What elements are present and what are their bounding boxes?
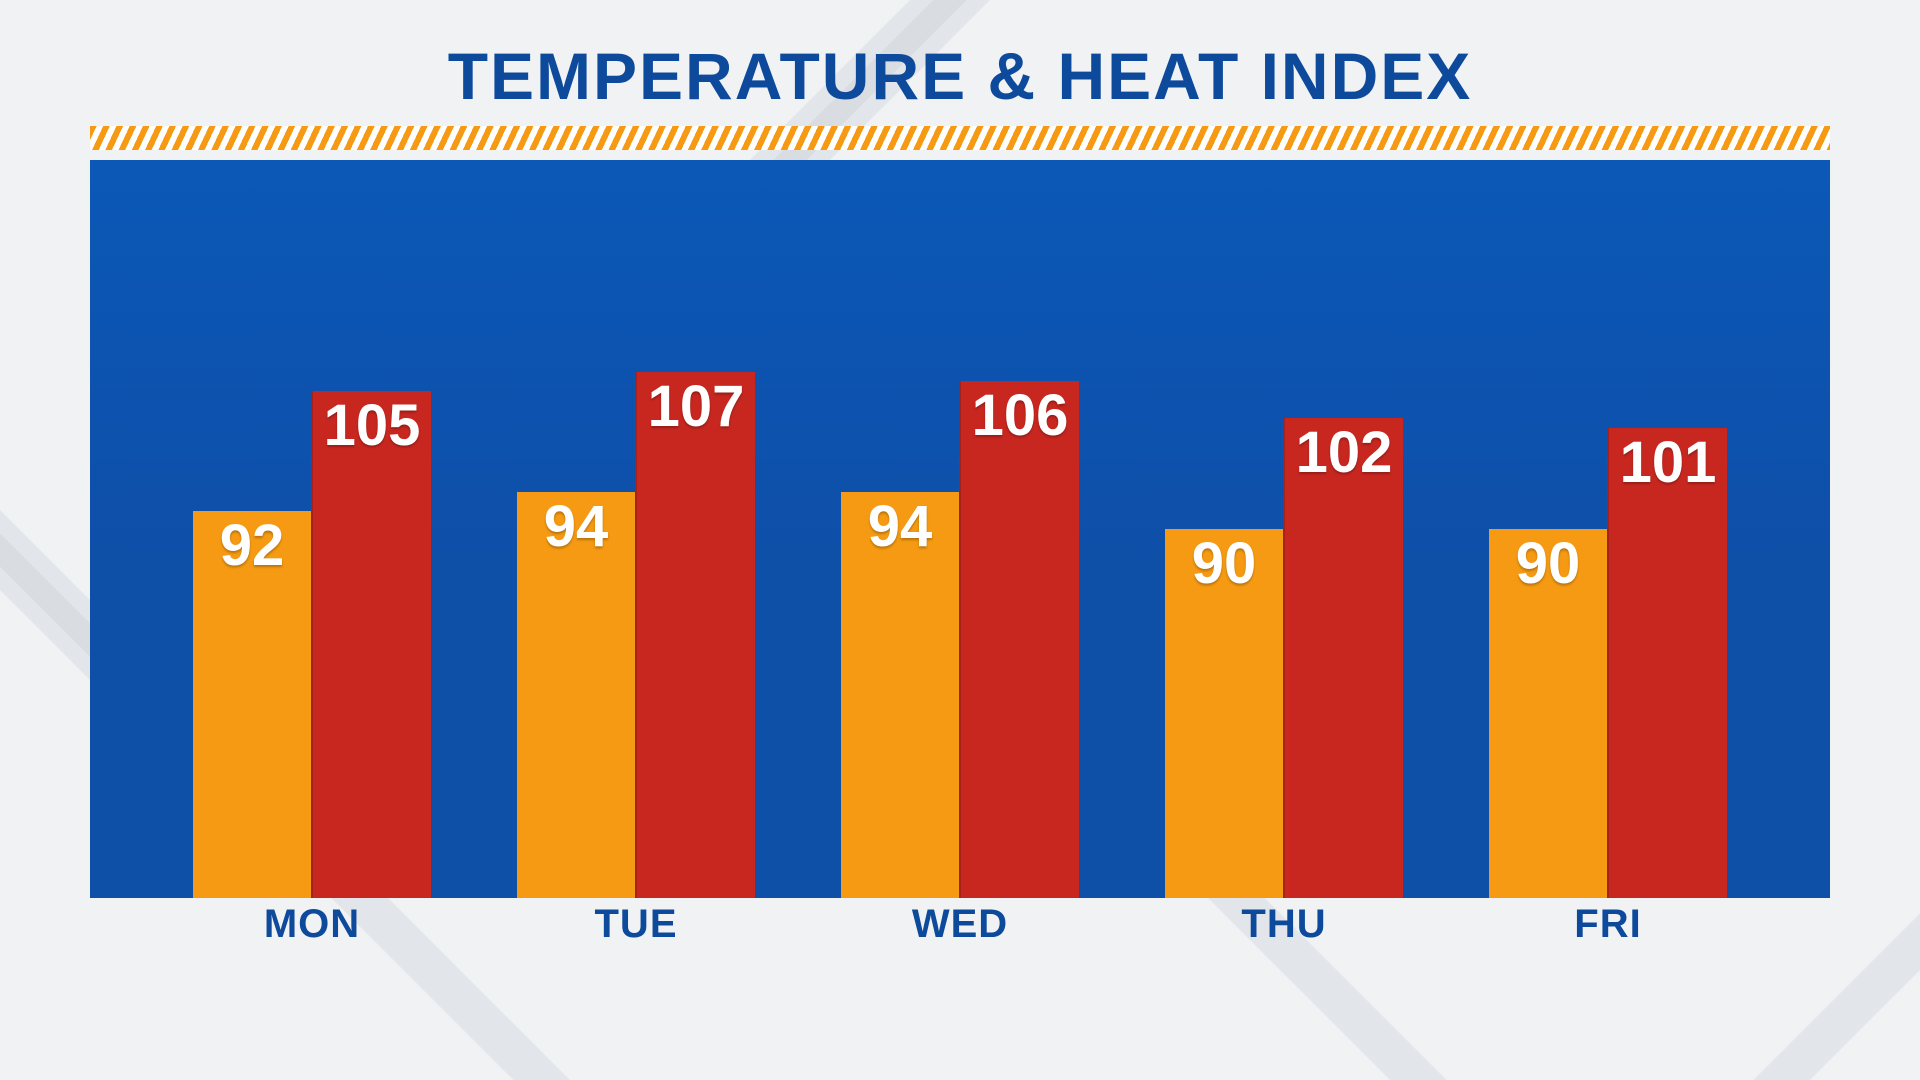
temperature-bar: 94	[517, 492, 635, 898]
temperature-value: 90	[1165, 535, 1283, 593]
hatched-divider	[90, 126, 1830, 150]
chart-panel: 9210594107941069010290101	[90, 160, 1830, 898]
heat-index-bar: 101	[1607, 428, 1727, 898]
bar-group: 94106	[830, 381, 1090, 898]
heat-index-value: 107	[637, 378, 755, 436]
day-label: MON	[182, 902, 442, 952]
temperature-value: 94	[841, 498, 959, 556]
heat-index-bar: 106	[959, 381, 1079, 898]
temperature-bar: 92	[193, 511, 311, 898]
bar-group: 90102	[1154, 418, 1414, 898]
temperature-value: 94	[517, 498, 635, 556]
bar-groups-container: 9210594107941069010290101	[90, 160, 1830, 898]
temperature-value: 90	[1489, 535, 1607, 593]
heat-index-value: 102	[1285, 424, 1403, 482]
temperature-value: 92	[193, 517, 311, 575]
heat-index-bar: 102	[1283, 418, 1403, 898]
heat-index-value: 106	[961, 387, 1079, 445]
temperature-bar: 94	[841, 492, 959, 898]
bar-group: 90101	[1478, 428, 1738, 898]
temperature-bar: 90	[1165, 529, 1283, 898]
bar-group: 94 107	[506, 372, 766, 898]
heat-index-value: 101	[1609, 434, 1727, 492]
chart-title: TEMPERATURE & HEAT INDEX	[0, 38, 1920, 114]
bar-group: 92 105	[182, 391, 442, 898]
temperature-bar: 90	[1489, 529, 1607, 898]
heat-index-bar: 105	[311, 391, 431, 898]
day-label: FRI	[1478, 902, 1738, 952]
heat-index-value: 105	[313, 397, 431, 455]
day-label: TUE	[506, 902, 766, 952]
day-label: WED	[830, 902, 1090, 952]
chart-stage: TEMPERATURE & HEAT INDEX 921059410794106…	[0, 0, 1920, 1080]
day-label: THU	[1154, 902, 1414, 952]
day-labels-row: MON TUE WED THU FRI	[90, 902, 1830, 952]
heat-index-bar: 107	[635, 372, 755, 898]
